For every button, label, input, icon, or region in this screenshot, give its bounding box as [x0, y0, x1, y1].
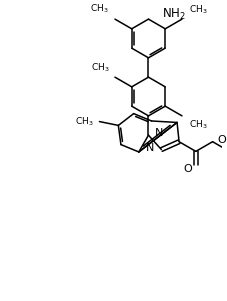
Text: O: O	[183, 164, 191, 174]
Text: CH$_3$: CH$_3$	[188, 119, 207, 131]
Text: CH$_3$: CH$_3$	[75, 115, 93, 128]
Text: CH$_3$: CH$_3$	[188, 4, 207, 16]
Text: CH$_3$: CH$_3$	[89, 3, 108, 15]
Text: N: N	[155, 128, 163, 138]
Text: NH$_2$: NH$_2$	[161, 7, 185, 22]
Text: O: O	[217, 135, 225, 145]
Text: CH$_3$: CH$_3$	[90, 62, 109, 74]
Text: N: N	[146, 143, 154, 153]
